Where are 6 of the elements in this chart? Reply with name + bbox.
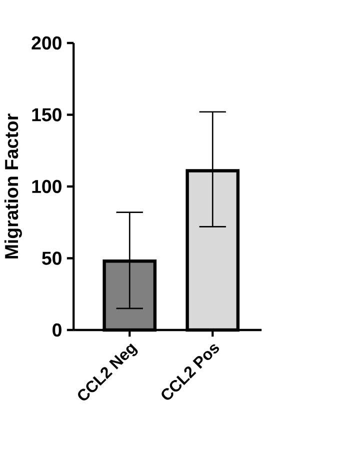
y-tick-label: 50 (42, 252, 62, 265)
y-tick-label: 150 (32, 108, 62, 122)
y-tick-label: 0 (52, 323, 62, 337)
y-tick-label: 100 (32, 180, 62, 194)
y-axis-title: Migration Factor (4, 114, 22, 258)
y-tick-label: 200 (32, 36, 62, 50)
